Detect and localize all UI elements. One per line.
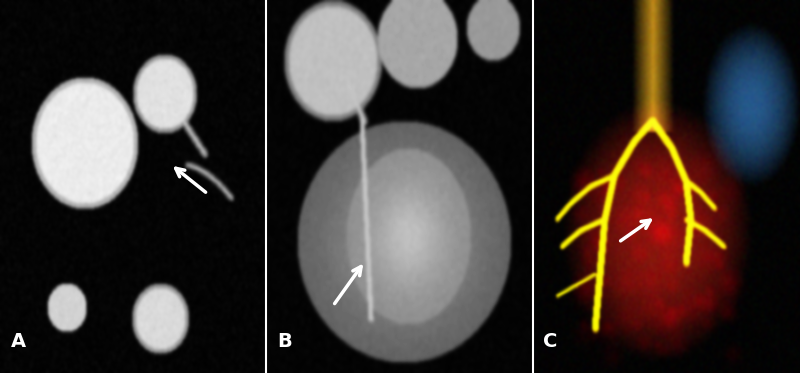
Text: A: A [10, 332, 26, 351]
Text: C: C [543, 332, 558, 351]
Text: B: B [277, 332, 292, 351]
